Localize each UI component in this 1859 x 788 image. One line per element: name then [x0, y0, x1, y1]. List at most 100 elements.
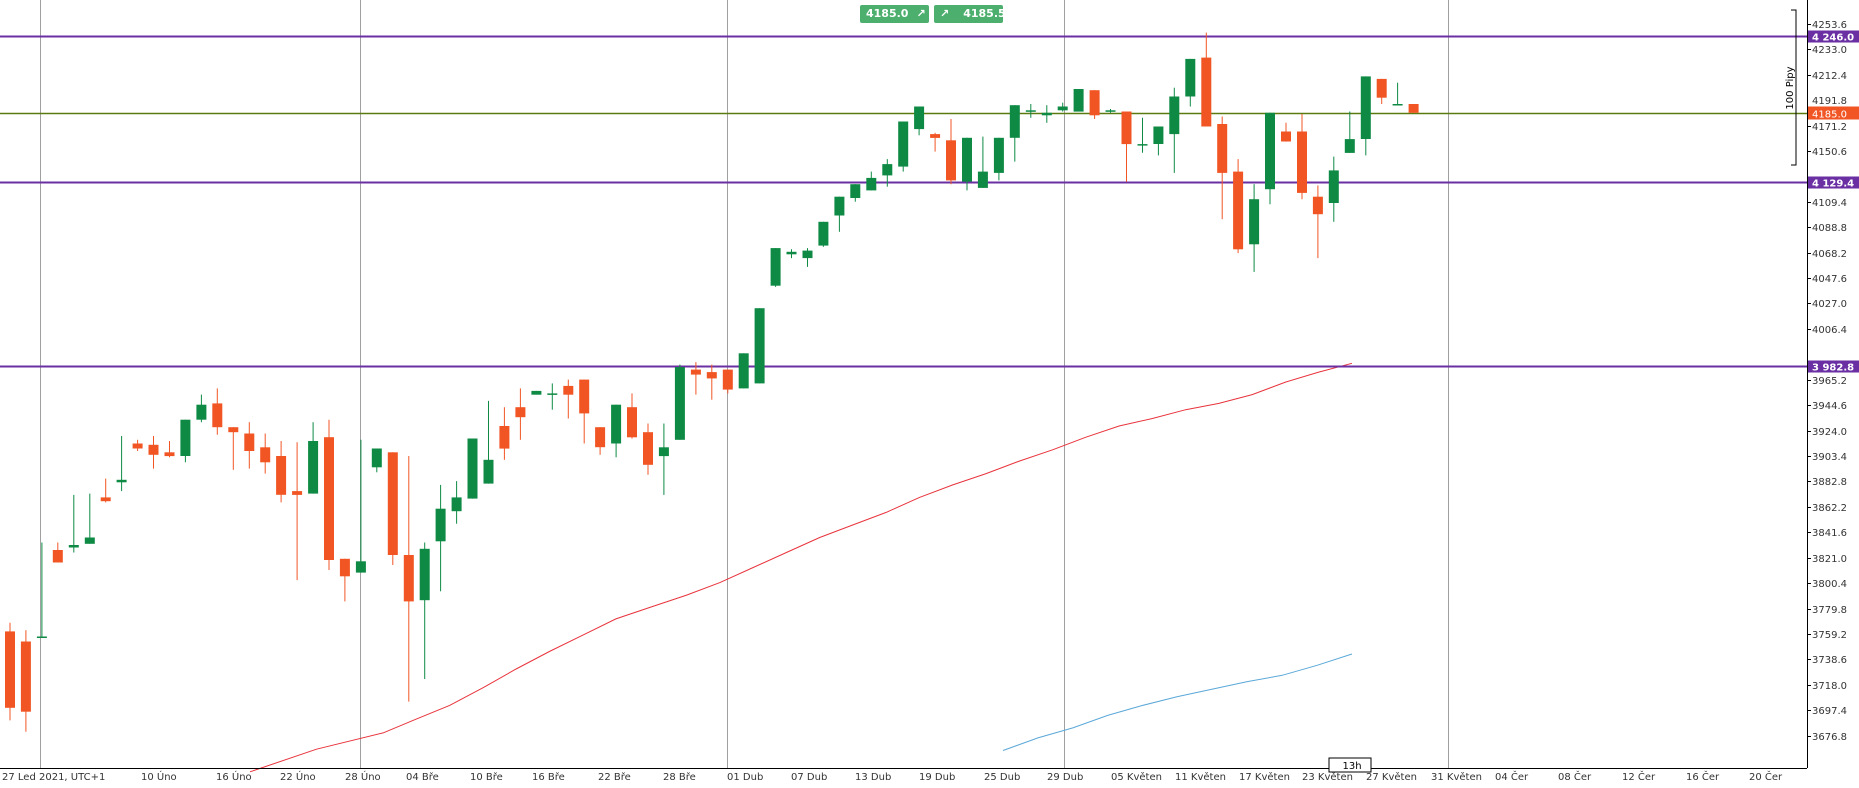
- candle: [627, 393, 637, 439]
- crosshair-time-box: [1328, 757, 1372, 773]
- candle-body: [276, 456, 287, 495]
- price-tick-label: 3759.2: [1812, 630, 1847, 641]
- crosshair-time-marker: 13h: [1328, 757, 1372, 773]
- level-price-label: 3 982.8: [1812, 363, 1854, 374]
- price-tick-label: 4088.8: [1812, 223, 1847, 234]
- moving-average-slow-line: [1002, 653, 1353, 751]
- candle: [1201, 32, 1212, 127]
- moving-average-fast-line: [249, 362, 1353, 773]
- candle-body: [324, 437, 334, 560]
- candle: [371, 448, 382, 473]
- candle-body: [212, 403, 223, 428]
- time-tick-label: 28 Bře: [663, 771, 696, 783]
- price-tick-label: 4150.6: [1812, 147, 1847, 158]
- candlesticks: [5, 32, 1419, 732]
- candle-body: [180, 419, 191, 456]
- candle-body: [1392, 104, 1403, 106]
- candle: [786, 249, 797, 259]
- level-price-label-bg: [1808, 30, 1859, 43]
- candle: [1392, 82, 1403, 106]
- candle: [84, 493, 95, 544]
- price-tick-label: 4191.8: [1812, 96, 1847, 107]
- price-tick-label: 3718.0: [1812, 681, 1847, 692]
- candle-body: [52, 550, 63, 563]
- time-tick-label: 11 Květen: [1175, 771, 1226, 783]
- candle-body: [1344, 139, 1355, 153]
- candle: [977, 136, 988, 188]
- candle-body: [898, 121, 909, 167]
- candle: [276, 441, 287, 503]
- candle: [802, 248, 813, 267]
- price-levels[interactable]: [0, 35, 1807, 368]
- price-tick-label: 4027.0: [1812, 299, 1847, 310]
- time-tick-label: 31 Květen: [1431, 771, 1482, 783]
- time-tick-label: 19 Dub: [919, 772, 955, 783]
- candle: [100, 478, 111, 503]
- candle-body: [786, 251, 797, 255]
- candle: [292, 442, 303, 581]
- candle-body: [770, 248, 781, 286]
- candle-body: [946, 140, 956, 181]
- candle-body: [499, 426, 510, 449]
- candle-body: [467, 438, 478, 499]
- candle-body: [962, 137, 972, 182]
- time-tick-label: 28 Úno: [345, 770, 381, 783]
- candle-body: [882, 164, 893, 176]
- pip-ruler: 100 Pipy: [1785, 9, 1797, 166]
- buy-price-button[interactable]: ↗ 4185.5: [934, 5, 1006, 23]
- time-tick-label: 05 Květen: [1111, 771, 1162, 783]
- candle: [180, 419, 191, 463]
- candle-body: [977, 171, 988, 188]
- candle-body: [419, 548, 430, 601]
- candle: [1057, 102, 1068, 112]
- candle-body: [132, 443, 143, 449]
- candle: [834, 196, 845, 232]
- candle: [1328, 156, 1339, 222]
- candle-body: [658, 447, 669, 457]
- candle: [244, 422, 255, 469]
- candle-body: [68, 545, 79, 548]
- time-tick-label: 08 Čer: [1558, 770, 1592, 783]
- candle-body: [579, 379, 590, 414]
- candle: [132, 439, 143, 451]
- candle: [387, 452, 398, 565]
- level-price-label-bg: [1808, 176, 1859, 189]
- candle-body: [1153, 126, 1164, 144]
- candle-body: [116, 479, 127, 483]
- candle: [818, 221, 829, 247]
- candle: [1249, 184, 1260, 272]
- candle: [1041, 105, 1052, 123]
- time-tick-label: 27 Led 2021, UTC+1: [2, 772, 105, 783]
- candle-body: [1121, 111, 1132, 145]
- candle-body: [1089, 90, 1100, 116]
- arrow-up-right-icon: ↗: [940, 7, 950, 20]
- price-tick-label: 3800.4: [1812, 579, 1847, 590]
- price-tick-label: 4006.4: [1812, 325, 1847, 336]
- time-tick-label: 10 Úno: [141, 770, 177, 783]
- candle-body: [611, 404, 622, 444]
- candle: [148, 436, 159, 469]
- candle-body: [84, 537, 95, 544]
- ruler-bracket: [1791, 9, 1797, 166]
- candle-body: [260, 447, 271, 463]
- candle-body: [914, 106, 925, 130]
- candle-body: [196, 404, 207, 420]
- candle: [1376, 78, 1387, 104]
- candle-body: [738, 353, 749, 389]
- price-tick-label: 3882.8: [1812, 477, 1847, 488]
- candle: [68, 494, 79, 553]
- price-tick-label: 3965.2: [1812, 376, 1847, 387]
- candle: [515, 388, 526, 440]
- candle-body: [1169, 96, 1180, 135]
- candle-body: [1249, 199, 1260, 245]
- candle: [1137, 117, 1148, 153]
- candle-body: [722, 369, 733, 390]
- candle-body: [5, 631, 15, 708]
- sell-price-button[interactable]: 4185.0 ↗: [860, 5, 929, 23]
- candle: [866, 171, 877, 191]
- candle-body: [1217, 124, 1228, 173]
- candle: [579, 379, 590, 444]
- candle: [5, 622, 15, 721]
